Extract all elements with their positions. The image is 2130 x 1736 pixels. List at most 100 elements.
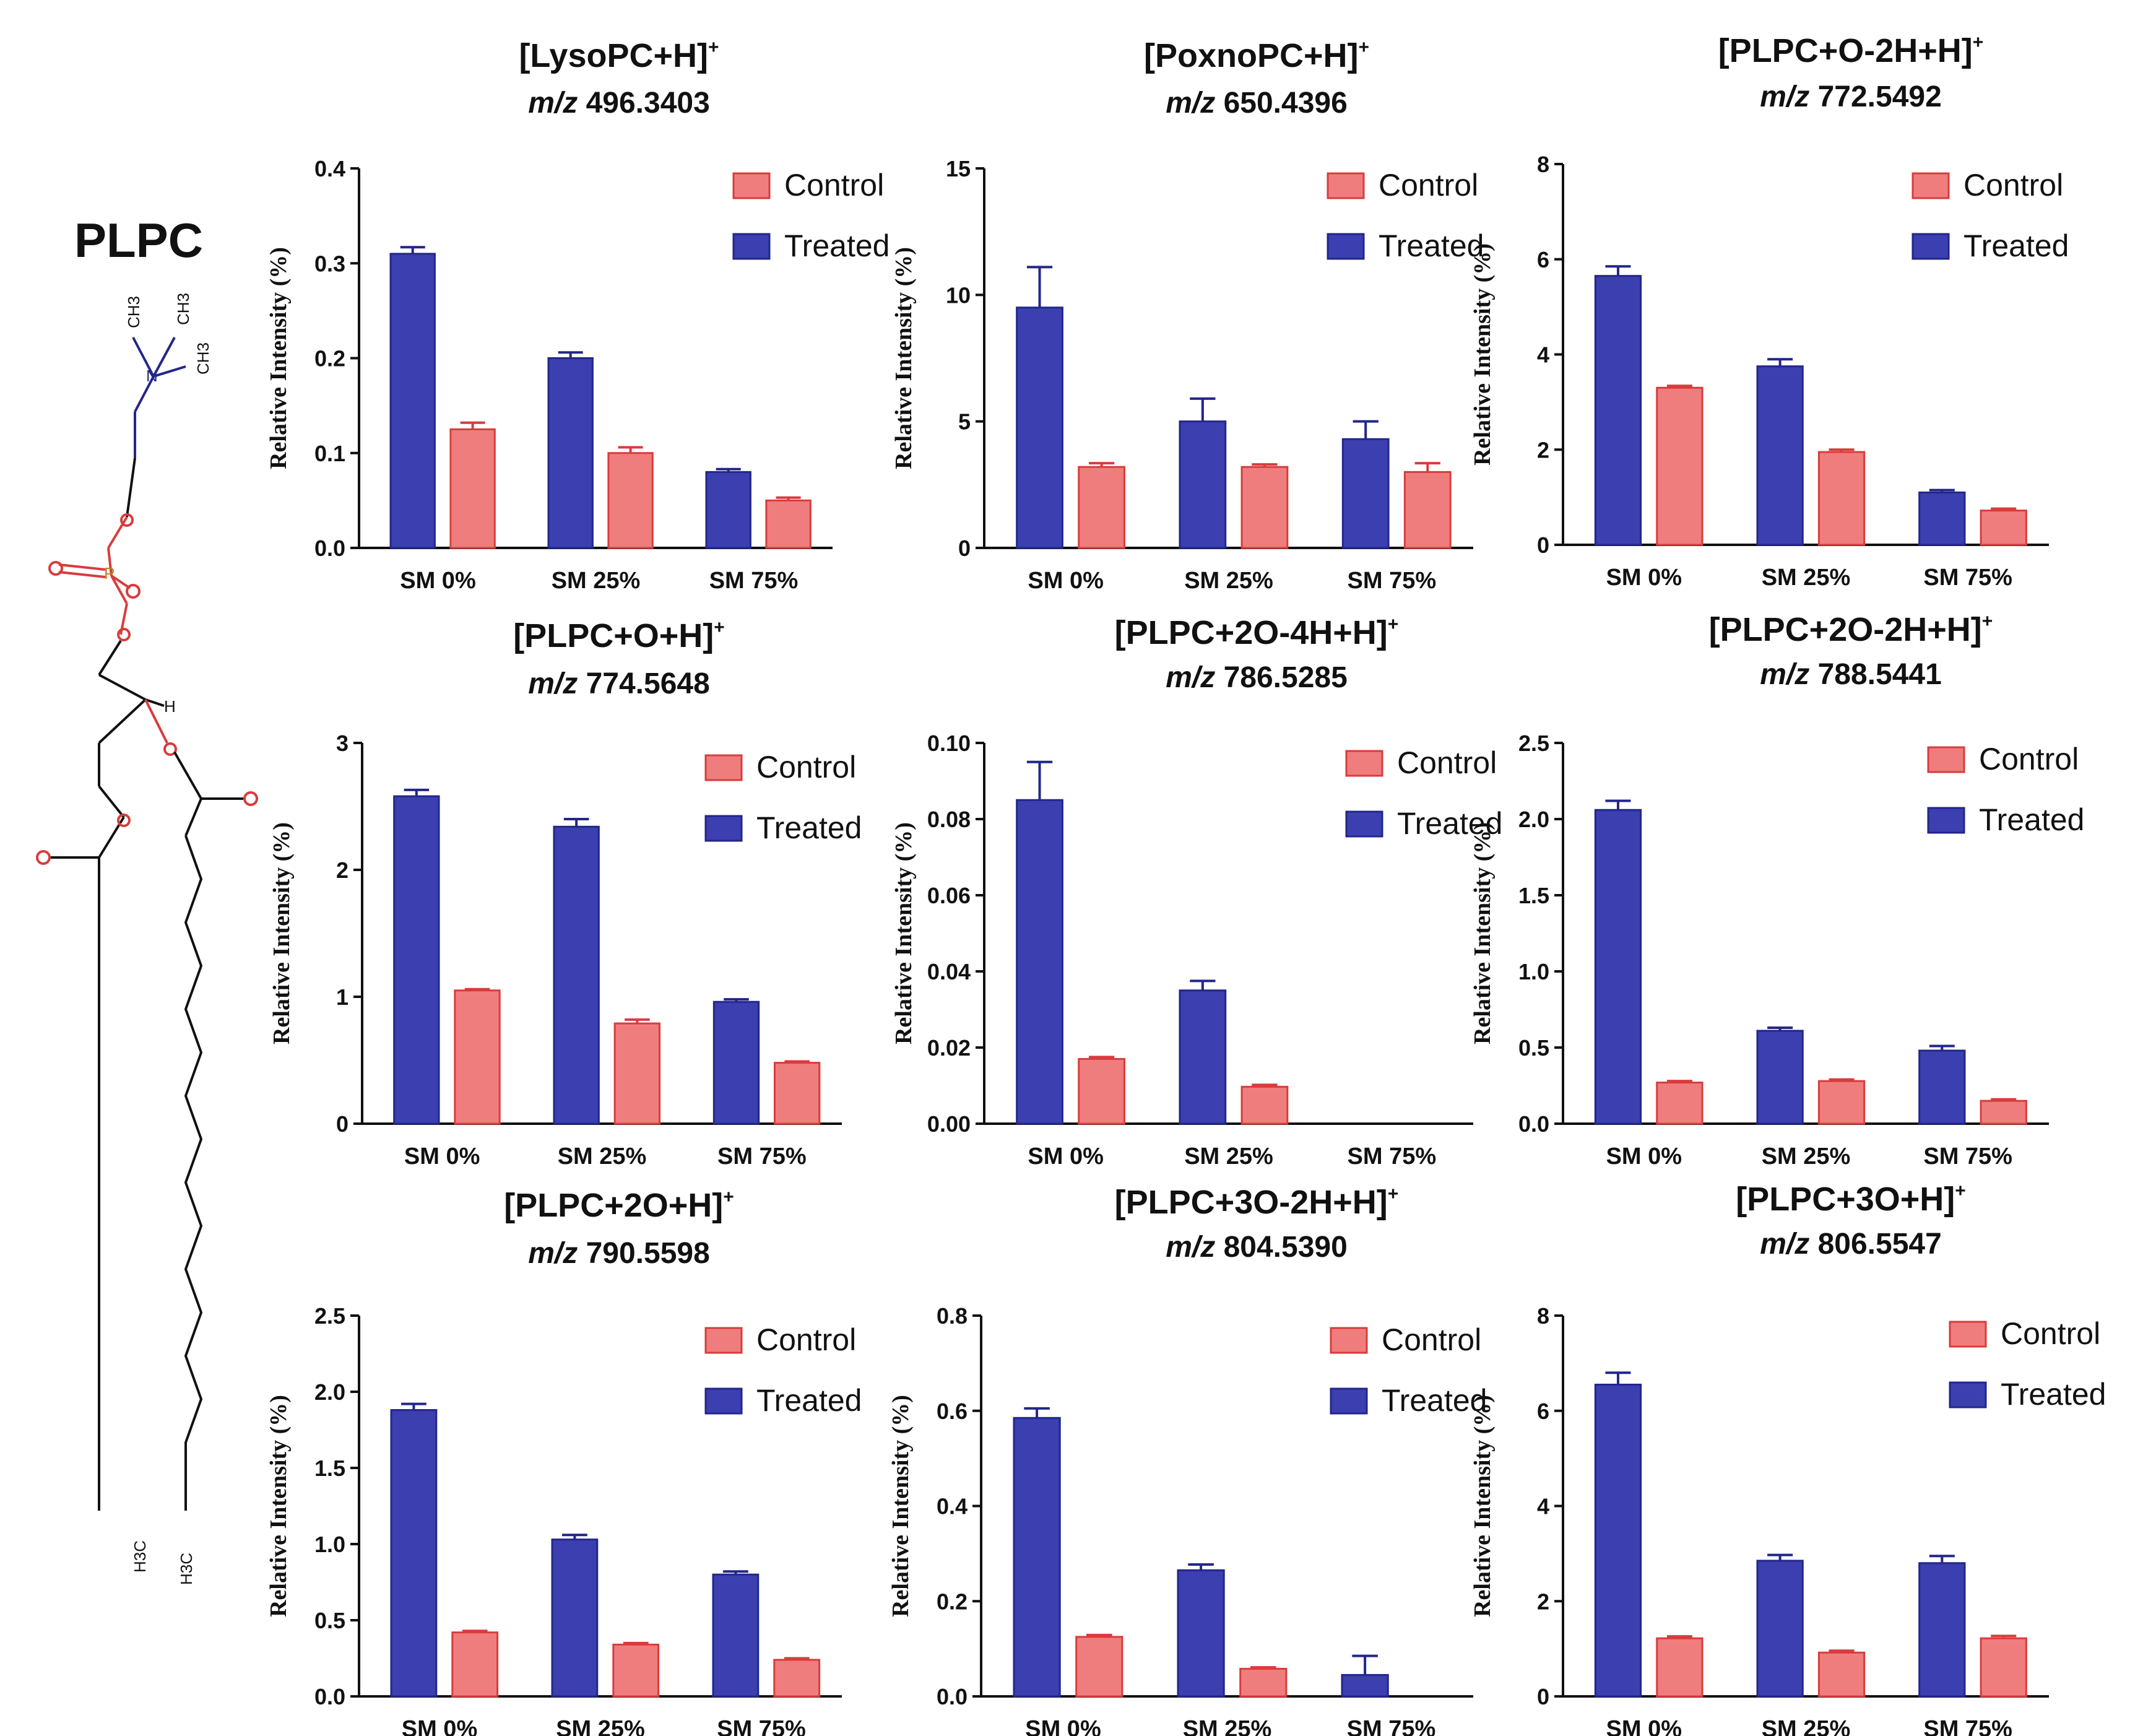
x-tick-label: SM 75% [717,1144,807,1170]
legend-swatch-treated [1330,1387,1368,1415]
x-tick-label: SM 0% [1025,1716,1101,1736]
y-tick-label: 2.5 [1518,731,1549,756]
bar-treated [1341,1673,1389,1698]
x-tick-label: SM 0% [404,1144,480,1170]
mz-value: 786.5285 [1224,661,1348,694]
y-tick-label: 0.8 [937,1303,968,1329]
x-tick-label: SM 75% [709,568,799,594]
y-tick-label: 0.2 [937,1589,968,1614]
y-tick-label: 10 [946,282,971,308]
bar-treated [712,1573,760,1698]
legend-swatch-control [1927,746,1965,773]
y-tick-label: 2 [1537,437,1549,462]
panel-title: [PLPC+3O-2H+H]+ [1115,1184,1399,1221]
bar-treated [1016,799,1063,1125]
bar-treated [553,825,600,1125]
mz-prefix: m/z [1166,1231,1223,1264]
bar-treated [390,1409,438,1698]
panel-mz: m/z 786.5285 [1166,661,1348,694]
panel-title: [PLPC+O+H]+ [513,617,725,654]
mz-prefix: m/z [1760,80,1817,113]
chart-panel-4: [PLPC+O+H]+ m/z 774.5648 0 1 2 3 Relative Inte… [269,617,862,1170]
legend-swatch-control [1327,172,1365,199]
legend-label-control: Control [1979,742,2079,776]
mz-value: 496.3403 [586,87,710,119]
legend-swatch-treated [732,233,771,260]
bar-treated [389,253,436,549]
x-tick-label: SM 0% [1606,1716,1682,1736]
bar-control [1817,1651,1866,1698]
bar-control [1078,1057,1125,1125]
panel-title-sup: + [723,1187,734,1207]
panel-title: [PLPC+2O-2H+H]+ [1709,611,1993,648]
bar-treated [1594,809,1642,1125]
panel-title: [PLPC+3O+H]+ [1736,1181,1966,1218]
x-tick-label: SM 25% [1762,1716,1851,1736]
y-axis-label: Relative Intensity (%) [1470,243,1496,466]
y-tick-label: 0.00 [927,1111,971,1137]
panel-title-sup: + [714,617,725,638]
y-tick-label: 0 [336,1111,349,1137]
bar-treated [1179,420,1227,549]
panel-mz: m/z 790.5598 [528,1237,710,1270]
legend-label-control: Control [1397,745,1497,780]
mz-prefix: m/z [528,87,586,119]
panel-title-sup: + [708,37,719,58]
y-tick-label: 0.1 [314,441,345,466]
x-tick-label: SM 75% [1348,1144,1437,1170]
mz-prefix: m/z [1166,661,1223,694]
y-tick-label: 0.02 [927,1035,971,1061]
legend-label-treated: Treated [784,228,890,263]
panel-mz: m/z 496.3403 [528,87,710,119]
x-tick-label: SM 75% [1923,1716,2012,1736]
chart-panel-6: [PLPC+2O-2H+H]+ m/z 788.5441 0.0 0.5 1.0 1.5 2… [1470,611,2084,1170]
mz-prefix: m/z [1166,87,1223,119]
y-tick-label: 8 [1537,1303,1549,1329]
legend-label-control: Control [1963,168,2063,202]
mz-prefix: m/z [528,1237,586,1270]
chart-panel-7: [PLPC+2O+H]+ m/z 790.5598 0.0 0.5 1.0 1.5 2.0 2… [266,1187,862,1736]
panel-mz: m/z 774.5648 [528,667,710,700]
y-tick-label: 0.3 [314,251,345,276]
legend-label-treated: Treated [1382,1383,1487,1418]
y-tick-label: 4 [1537,342,1549,368]
y-tick-label: 0.2 [314,346,345,371]
y-tick-label: 0.4 [937,1494,968,1519]
chart-panel-8: [PLPC+3O-2H+H]+ m/z 804.5390 0.0 0.2 0.4 0.6 0… [888,1184,1487,1736]
bar-control [613,1022,661,1125]
legend-label-treated: Treated [2001,1377,2106,1412]
bar-control [451,1631,499,1698]
legend-swatch-control [1345,750,1383,777]
bar-control [1656,386,1704,546]
x-tick-label: SM 25% [1762,565,1851,591]
y-tick-label: 3 [336,731,349,756]
panel-title-sup: + [1388,1184,1399,1204]
bar-control [1240,466,1289,549]
bar-treated [1918,491,1966,546]
y-tick-label: 2 [336,857,349,883]
y-tick-label: 0.0 [937,1684,968,1709]
x-tick-label: SM 0% [1028,568,1103,594]
panel-mz: m/z 804.5390 [1166,1231,1348,1264]
y-tick-label: 8 [1537,152,1549,177]
atom-ch3-1: CH3 [124,296,143,328]
bar-control [449,428,496,549]
legend-swatch-control [1330,1327,1368,1354]
bar-treated [1341,438,1390,549]
x-tick-label: SM 25% [552,568,641,594]
molecule-label: PLPC [74,213,203,267]
y-axis-label: Relative Intensity (%) [891,247,917,469]
mz-value: 790.5598 [586,1237,710,1270]
panel-title: [PoxnoPC+H]+ [1144,37,1369,74]
mz-prefix: m/z [528,667,586,700]
legend-label-treated: Treated [756,1383,862,1418]
panel-title-sup: + [1955,1181,1966,1201]
panel-title-sup: + [1359,37,1370,58]
y-tick-label: 2 [1537,1589,1549,1614]
y-axis-label: Relative Intensity (%) [1470,822,1496,1044]
bar-control [773,1659,821,1698]
legend-label-treated: Treated [1979,802,2084,837]
atom-n: N [146,367,158,385]
chart-grid: [LysoPC+H]+ m/z 496.3403 0.0 0.1 0.2 0.3 0.4 Re… [266,32,2106,1736]
x-tick-label: SM 0% [1606,565,1682,591]
